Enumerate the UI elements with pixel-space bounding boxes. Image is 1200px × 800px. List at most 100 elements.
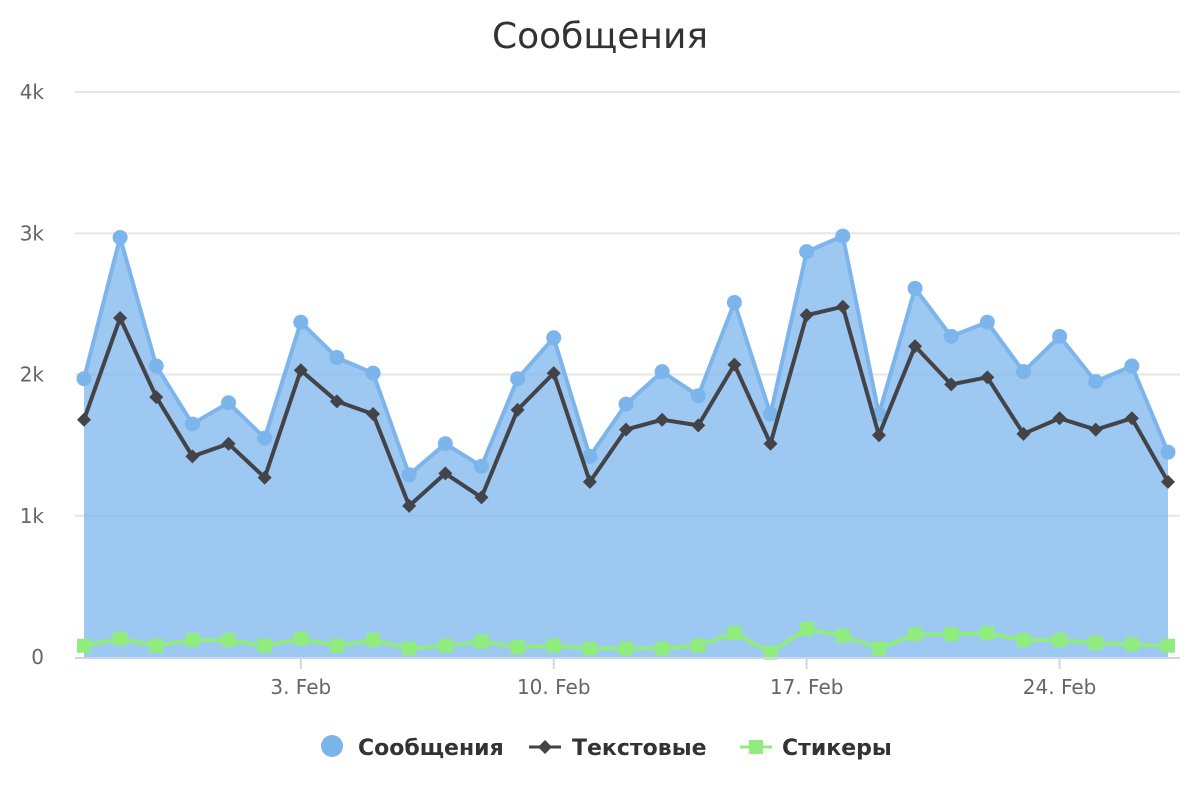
data-point: [402, 641, 417, 656]
data-point: [546, 638, 561, 653]
data-point: [691, 418, 706, 433]
data-point: [438, 466, 453, 481]
data-point: [546, 330, 562, 346]
data-point: [835, 628, 850, 643]
data-point: [1052, 328, 1068, 344]
data-point: [113, 631, 128, 646]
data-point: [77, 638, 91, 653]
data-point: [148, 358, 164, 374]
x-tick-label: 24. Feb: [1023, 675, 1097, 699]
data-point: [1124, 411, 1139, 426]
data-point: [329, 638, 344, 653]
data-point: [474, 634, 489, 649]
data-point: [184, 416, 200, 432]
data-point: [655, 641, 670, 656]
legend-item-1[interactable]: Сообщения: [321, 735, 504, 761]
data-point: [365, 365, 381, 381]
data-point: [329, 350, 345, 366]
legend[interactable]: Сообщения Текстовые Стикеры: [321, 735, 892, 761]
legend-item-3[interactable]: Стикеры: [740, 736, 892, 761]
data-point: [329, 394, 344, 409]
data-point: [835, 299, 850, 314]
data-point: [437, 436, 453, 452]
data-point: [618, 396, 634, 412]
series-3: [77, 621, 1175, 660]
x-axis: 3. Feb 10. Feb 17. Feb 24. Feb: [75, 657, 1180, 699]
y-tick-label: 4k: [20, 80, 45, 104]
series-2: [77, 299, 1175, 513]
data-point: [1016, 426, 1031, 441]
data-point: [474, 490, 489, 505]
data-point: [799, 308, 814, 323]
data-point: [76, 371, 92, 387]
data-point: [727, 357, 742, 372]
data-point: [546, 366, 561, 381]
legend-symbol: [538, 740, 552, 754]
legend-item-2[interactable]: Текстовые: [529, 736, 707, 761]
data-point: [1088, 422, 1103, 437]
data-point: [727, 625, 742, 640]
legend-label: Текстовые: [572, 736, 707, 761]
chart-title: Сообщения: [492, 16, 708, 57]
data-point: [691, 638, 706, 653]
data-point: [1124, 358, 1140, 374]
data-point: [726, 294, 742, 310]
data-point: [438, 638, 453, 653]
data-point: [149, 638, 164, 653]
legend-label: Сообщения: [358, 736, 504, 761]
y-tick-label: 0: [31, 645, 44, 669]
y-tick-label: 1k: [20, 504, 45, 528]
data-point: [257, 470, 272, 485]
legend-symbol: [749, 740, 763, 754]
data-point: [763, 645, 778, 660]
data-point: [943, 328, 959, 344]
data-point: [980, 370, 995, 385]
data-point: [112, 229, 128, 245]
data-point: [871, 428, 886, 443]
data-point: [1016, 633, 1031, 648]
series-1: [76, 228, 1176, 657]
data-point: [944, 627, 959, 642]
data-point: [655, 412, 670, 427]
x-tick-label: 17. Feb: [770, 675, 844, 699]
data-point: [366, 633, 381, 648]
data-point: [1160, 444, 1176, 460]
data-point: [293, 363, 308, 378]
data-point: [221, 436, 236, 451]
data-point: [402, 498, 417, 513]
data-point: [980, 625, 995, 640]
y-tick-label: 3k: [20, 221, 45, 245]
data-point: [113, 311, 128, 325]
data-point: [221, 633, 236, 648]
data-point: [1088, 374, 1104, 390]
data-point: [1052, 411, 1067, 426]
data-point: [510, 371, 526, 387]
data-point: [908, 339, 923, 354]
data-point: [293, 631, 308, 646]
data-point: [944, 377, 959, 392]
data-point: [1161, 474, 1175, 489]
series-area: [84, 236, 1168, 657]
data-point: [1161, 638, 1175, 653]
data-point: [473, 458, 489, 474]
data-point: [1124, 637, 1139, 652]
data-point: [654, 364, 670, 380]
data-point: [799, 244, 815, 260]
data-point: [1015, 364, 1031, 380]
data-point: [185, 633, 200, 648]
data-point: [582, 448, 598, 464]
data-point: [221, 395, 237, 411]
data-point: [77, 412, 91, 427]
data-point: [582, 641, 597, 656]
data-point: [763, 436, 778, 451]
data-point: [257, 430, 273, 446]
data-point: [908, 627, 923, 642]
data-point: [257, 638, 272, 653]
data-point: [510, 402, 525, 417]
data-point: [185, 449, 200, 464]
x-tick-label: 3. Feb: [270, 675, 331, 699]
data-point: [366, 407, 381, 422]
data-point: [871, 641, 886, 656]
data-point: [619, 422, 633, 437]
